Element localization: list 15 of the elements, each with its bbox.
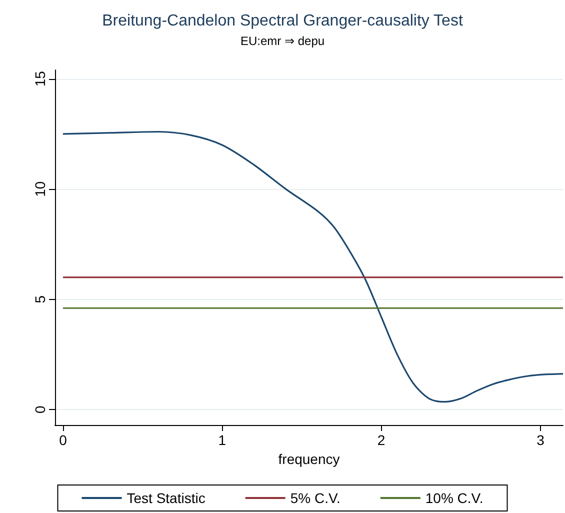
x-tick-label: 3 bbox=[536, 432, 545, 448]
x-axis-title: frequency bbox=[278, 450, 340, 467]
y-tick-label: 5 bbox=[32, 295, 48, 304]
x-tick-label: 2 bbox=[377, 432, 386, 448]
chart-title: Breitung-Candelon Spectral Granger-causality Test bbox=[102, 12, 464, 30]
x-tick-label: 1 bbox=[218, 432, 226, 448]
y-tick-label: 15 bbox=[32, 70, 48, 87]
line-series bbox=[62, 130, 564, 403]
y-tick-label: 0 bbox=[32, 405, 48, 414]
x-tick-label: 0 bbox=[59, 432, 68, 448]
y-tick-label: 10 bbox=[32, 181, 48, 197]
chart-subtitle: EU:emr ⇒ depu bbox=[240, 34, 325, 48]
legend-label: 5% C.V. bbox=[290, 490, 340, 506]
legend-label: Test Statistic bbox=[126, 490, 206, 506]
legend-label: 10% C.V. bbox=[425, 490, 484, 506]
